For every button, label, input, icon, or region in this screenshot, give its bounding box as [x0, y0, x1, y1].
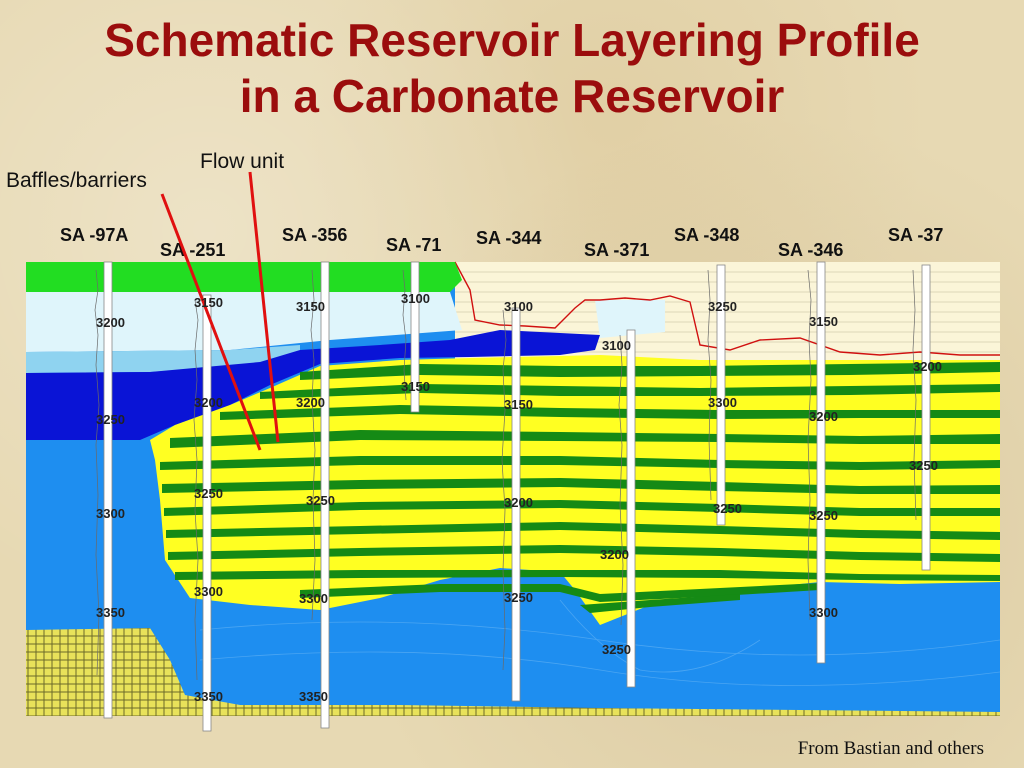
depth-label: 3250 [504, 590, 533, 605]
depth-label: 3250 [809, 508, 838, 523]
well-bore-sa-71 [410, 261, 420, 413]
well-bore-sa-346 [816, 261, 826, 664]
well-bore-sa-97a [103, 261, 113, 719]
well-name-sa-346: SA -346 [778, 240, 844, 260]
cyan-lens-right [595, 300, 665, 338]
depth-label: 3200 [96, 315, 125, 330]
well-log-curves [94, 269, 917, 681]
depth-label: 3250 [713, 501, 742, 516]
wells [103, 261, 931, 732]
flow-unit-arrow [248, 171, 280, 443]
well-name-sa-251: SA -251 [160, 240, 226, 260]
depth-label: 3250 [96, 412, 125, 427]
depth-label: 3300 [299, 591, 328, 606]
depth-label: 3200 [296, 395, 325, 410]
depth-labels: 3200 3250 3300 3350 3150 3200 3250 3300 … [96, 291, 942, 704]
title-line-1: Schematic Reservoir Layering Profile [104, 14, 920, 66]
well-bore-sa-251 [202, 294, 212, 732]
top-green-unit [26, 262, 462, 292]
well-name-sa-344: SA -344 [476, 228, 542, 248]
depth-label: 3150 [504, 397, 533, 412]
depth-label: 3250 [194, 486, 223, 501]
well-name-sa-348: SA -348 [674, 225, 740, 245]
light-cyan-layer [26, 292, 462, 352]
well-name-sa-356: SA -356 [282, 225, 348, 245]
source-credit: From Bastian and others [797, 738, 984, 759]
deep-blue-layer [26, 330, 600, 440]
well-name-sa-371: SA -371 [584, 240, 650, 260]
depth-label: 3350 [194, 689, 223, 704]
well-bore-sa-37 [921, 264, 931, 571]
page-title: Schematic Reservoir Layering Profile in … [0, 12, 1024, 124]
well-name-sa-71: SA -71 [386, 235, 442, 255]
well-name-sa-37: SA -37 [888, 225, 944, 245]
well-bore-sa-348 [716, 264, 726, 526]
depth-label: 3200 [600, 547, 629, 562]
evaporite-laminae [455, 271, 1000, 353]
depth-label: 3150 [194, 295, 223, 310]
baffles-arrow [160, 193, 262, 451]
depth-label: 3150 [296, 299, 325, 314]
depth-label: 3250 [909, 458, 938, 473]
depth-label: 3150 [401, 379, 430, 394]
depth-label: 3300 [708, 395, 737, 410]
depth-label: 3100 [602, 338, 631, 353]
depth-label: 3200 [913, 359, 942, 374]
depth-label: 3200 [194, 395, 223, 410]
well-name-sa-97a: SA -97A [60, 225, 129, 245]
depth-label: 3350 [299, 689, 328, 704]
flow-unit-label: Flow unit [200, 150, 285, 173]
well-bore-sa-356 [320, 261, 330, 729]
depth-label: 3250 [708, 299, 737, 314]
well-bore-sa-344 [511, 307, 521, 702]
title-line-2: in a Carbonate Reservoir [239, 70, 785, 122]
flow-unit-stripes [160, 362, 1000, 613]
depth-label: 3200 [504, 495, 533, 510]
depth-label: 3250 [602, 642, 631, 657]
depth-label: 3300 [96, 506, 125, 521]
baffles-barriers-label: Baffles/barriers [6, 169, 147, 192]
depth-label: 3300 [809, 605, 838, 620]
depth-label: 3350 [96, 605, 125, 620]
depth-label: 3100 [401, 291, 430, 306]
depth-label: 3100 [504, 299, 533, 314]
well-bore-sa-371 [626, 329, 636, 688]
depth-label: 3150 [809, 314, 838, 329]
depth-label: 3250 [306, 493, 335, 508]
depth-label: 3200 [809, 409, 838, 424]
depth-label: 3300 [194, 584, 223, 599]
base-hatched-unit [26, 628, 1000, 716]
